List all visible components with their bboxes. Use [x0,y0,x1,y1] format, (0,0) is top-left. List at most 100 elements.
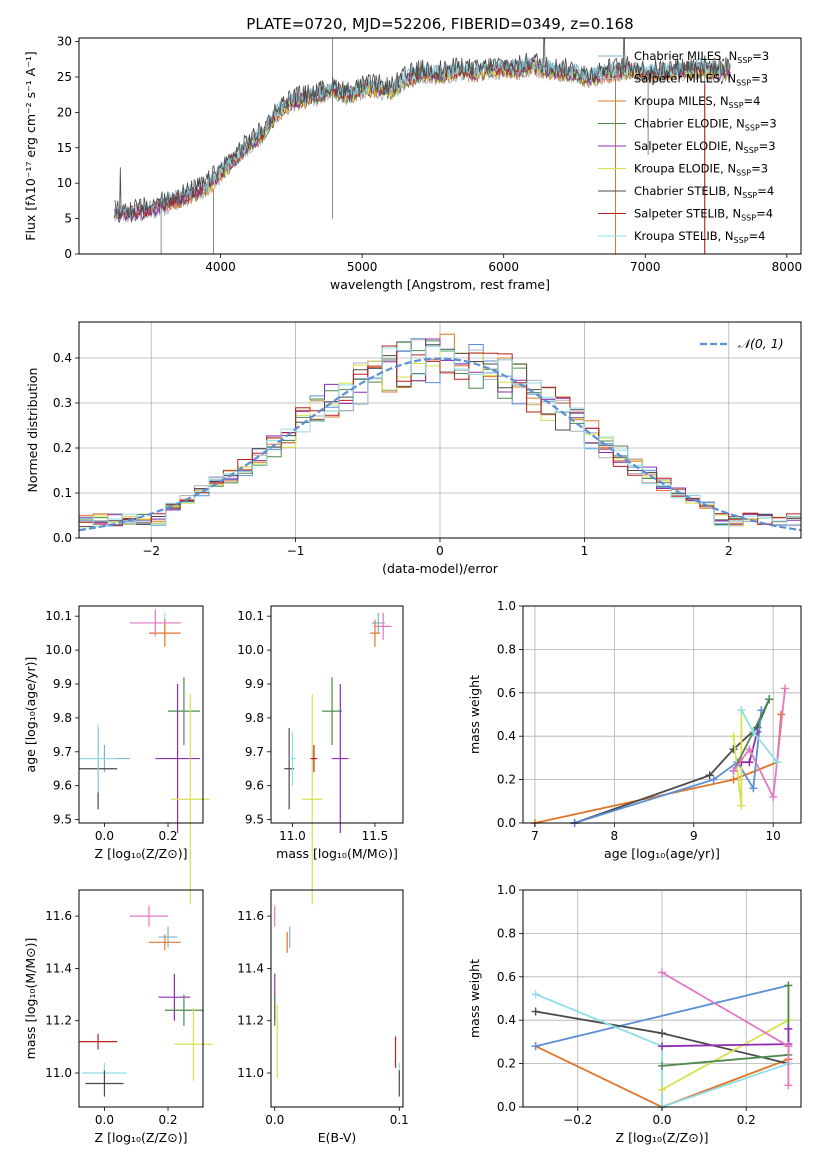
weight-marker [749,784,758,793]
weight-marker [729,766,738,775]
legend-label: Kroupa MILES, NSSP=4 [634,94,760,110]
weight-marker [745,745,754,754]
plot-area [79,905,213,1097]
x-axis-label: mass [log₁₀(M/M⊙)] [276,846,398,861]
x-tick-label: 2 [725,544,733,558]
legend-label: Chabrier MILES, NSSP=3 [634,49,769,65]
y-tick-label: 0.0 [53,531,72,545]
age-vs-metallicity-panel: 0.0 0.2 9.5 9.6 9.7 9.8 9.9 10.0 10.1 Z [log₁₀(Z/… [23,605,210,905]
data-point [302,694,323,905]
y-tick-label: 11.4 [45,961,72,975]
y-tick-label: 11.0 [237,1066,264,1080]
weight-marker [658,1085,666,1094]
legend-item: Kroupa MILES, NSSP=4 [598,94,760,110]
legend-label: Kroupa STELIB, NSSP=4 [634,229,765,245]
y-tick-label: 1.0 [497,599,516,613]
y-tick-label: 10.1 [45,609,72,623]
x-tick-label: −1 [287,544,305,558]
y-tick-label: 9.9 [53,677,72,691]
y-tick-label: 0.2 [53,441,72,455]
legend-label: 𝒩(0, 1) [738,336,784,351]
y-tick-label: 11.2 [45,1014,72,1028]
weight-marker [729,745,738,754]
x-tick-label: 5000 [347,260,378,274]
spectrum-series-7 [114,38,731,219]
weight-marker [765,695,774,704]
y-tick-label: 9.8 [245,711,264,725]
axes-frame [78,37,802,255]
data-point [148,619,181,647]
y-tick-label: 9.7 [53,745,72,759]
x-tick-label: 10 [766,829,781,843]
y-tick-label: 0.2 [497,1057,516,1071]
y-tick-label: 20 [57,105,72,119]
x-tick-label: 0.0 [95,829,114,843]
weight-marker [729,732,738,741]
y-tick-label: 0.2 [497,773,516,787]
legend-label: Kroupa ELODIE, NSSP=3 [634,162,768,178]
plot-area [274,905,400,1097]
data-point [374,612,392,640]
residuals-panel: 𝒩(0, 1) −2 −1 0 1 2 0.0 0.1 0.2 0.3 0.4 (data-model… [25,321,802,576]
legend-item: Chabrier ELODIE, NSSP=3 [598,117,777,133]
legend-item: 𝒩(0, 1) [700,336,784,351]
y-tick-label: 0.4 [497,1013,516,1027]
x-axis-label: E(B-V) [318,1130,357,1145]
data-point [148,934,181,951]
y-tick-label: 10.0 [237,643,264,657]
y-tick-label: 0.6 [497,970,516,984]
y-tick-label: 10 [57,176,72,190]
y-tick-label: 30 [57,35,72,49]
x-axis-label: age [log₁₀(age/yr)] [604,846,720,861]
y-axis-label: Normed distribution [25,368,40,493]
data-point [158,926,178,948]
weight-marker [658,1029,666,1038]
weight-marker [773,758,782,767]
x-tick-label: −0.2 [563,1113,592,1127]
x-tick-label: 7 [531,829,539,843]
data-point [322,677,342,746]
x-tick-label: 6000 [488,260,519,274]
mass-vs-extinction-panel: 0.0 0.1 11.0 11.2 11.4 11.6 E(B-V) [237,889,409,1145]
weight-marker [709,775,718,784]
y-tick-label: 9.9 [245,677,264,691]
data-point [79,724,118,793]
y-axis-label: mass [log₁₀(M/M⊙)] [23,938,38,1060]
x-tick-label: 8 [611,829,619,843]
axes-frame [270,889,404,1108]
y-tick-label: 0.3 [53,396,72,410]
weight-marker [531,1042,540,1051]
y-tick-label: 0.6 [497,686,516,700]
legend-label: Salpeter MILES, NSSP=3 [634,72,768,88]
data-point [332,683,349,834]
plot-area [79,333,801,532]
gaussian-curve [79,357,801,532]
spectrum-panel: Chabrier MILES, NSSP=3 Salpeter MILES, NS… [23,35,802,292]
data-point [289,731,296,786]
x-tick-label: 0 [436,544,444,558]
weight-marker [737,706,746,715]
x-tick-label: 11.5 [362,829,389,843]
y-axis-label: mass weight [467,959,482,1038]
data-point [174,1007,213,1081]
weight-series-line [732,688,786,801]
legend-item: Kroupa ELODIE, NSSP=3 [598,162,768,178]
x-tick-label: 7000 [630,260,661,274]
weight-marker [781,684,790,693]
data-point [158,973,191,1021]
x-axis-label: Z [log₁₀(Z/Z⊙)] [95,846,188,861]
x-tick-label: 4000 [205,260,236,274]
y-tick-label: 0.4 [497,729,516,743]
weight-marker [531,990,540,999]
legend-item: Chabrier STELIB, NSSP=4 [598,184,774,200]
x-tick-label: −2 [142,544,160,558]
y-tick-label: 11.4 [237,961,264,975]
data-point [155,683,200,834]
data-point [129,609,181,637]
x-axis-label: Z [log₁₀(Z/Z⊙)] [95,1130,188,1145]
x-tick-label: 0.1 [390,1113,409,1127]
weight-marker [729,775,738,784]
y-tick-label: 10.1 [237,609,264,623]
y-tick-label: 10.0 [45,643,72,657]
